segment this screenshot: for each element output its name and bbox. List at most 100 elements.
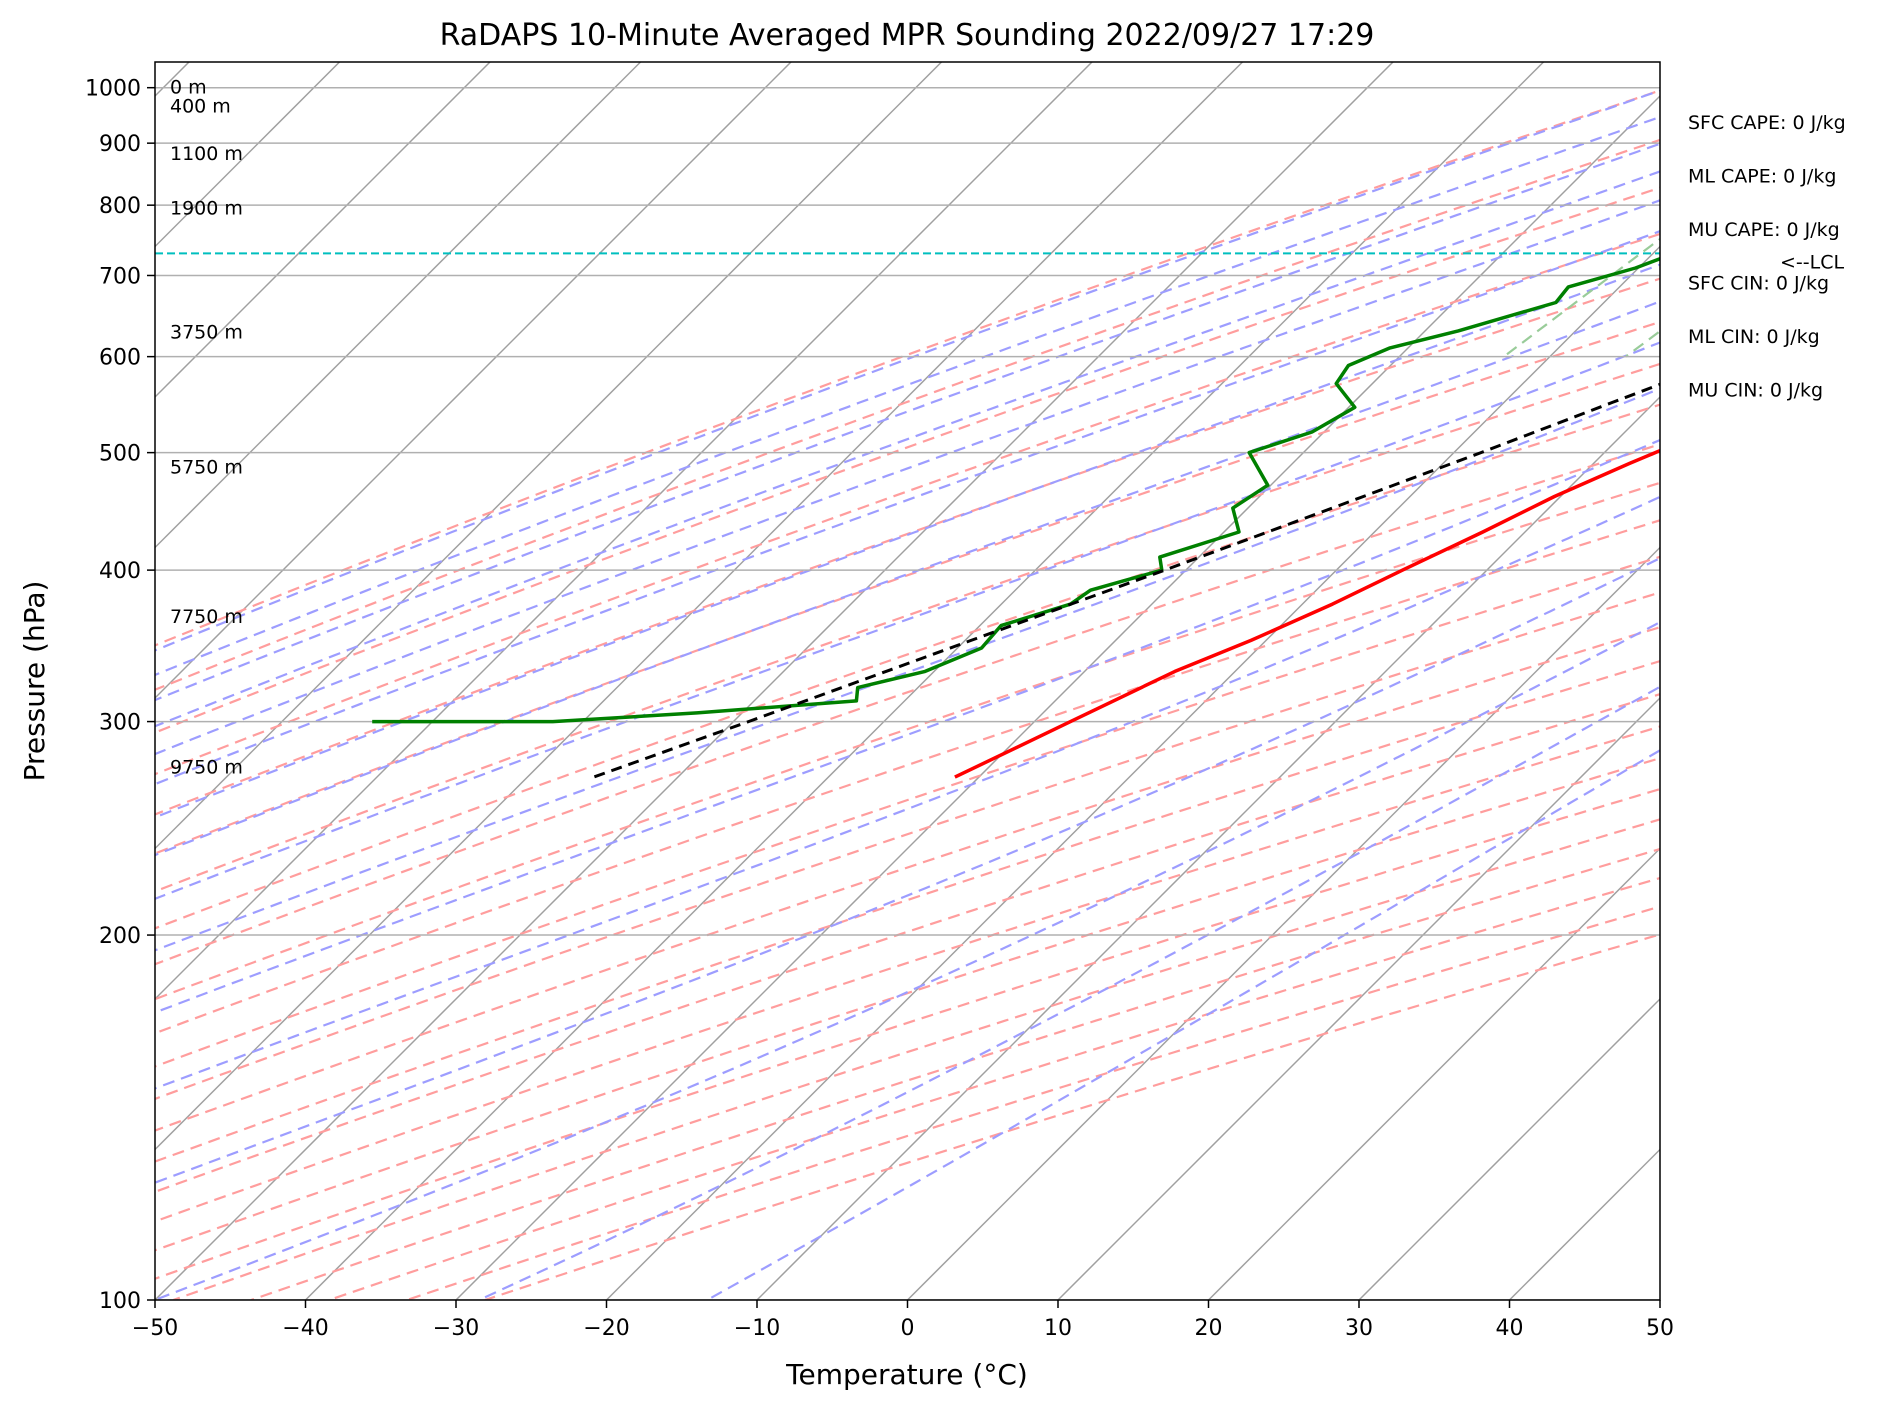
dry-adiabat-line — [172, 818, 1660, 1300]
stability-stats: SFC CAPE: 0 J/kg ML CAPE: 0 J/kg MU CAPE: … — [1688, 112, 1846, 402]
height-label: 7750 m — [170, 606, 243, 628]
dry-adiabat-line — [155, 481, 1660, 1001]
sounding-series — [372, 256, 1660, 779]
isotherm-line — [155, 62, 1394, 1300]
plot-frame — [154, 61, 1661, 1301]
temperature-profile-line — [954, 448, 1660, 779]
dry-adiabat-line — [155, 519, 1660, 1035]
stat-text: MU CIN: 0 J/kg — [1688, 380, 1823, 402]
x-tick-label: −30 — [433, 1316, 479, 1341]
moist-adiabat-line — [478, 685, 1660, 1300]
dry-adiabat-line — [155, 756, 1660, 1252]
y-tick-label: 600 — [99, 346, 141, 371]
dry-adiabat-line — [155, 320, 1660, 855]
isotherm-line — [155, 62, 1093, 1001]
x-axis-ticks: −50 −40 −30 −20 −10 0 10 20 30 40 50 — [132, 1300, 1674, 1341]
x-tick-label: 0 — [901, 1316, 915, 1341]
x-tick-label: 20 — [1195, 1316, 1223, 1341]
y-tick-label: 200 — [99, 924, 141, 949]
x-tick-label: 10 — [1044, 1316, 1072, 1341]
dry-adiabat-line — [484, 933, 1660, 1300]
x-tick-label: −10 — [734, 1316, 780, 1341]
moist-adiabat-line — [155, 263, 1660, 819]
isotherm-line — [304, 62, 1545, 1300]
dry-adiabat-line — [155, 362, 1660, 893]
isotherm-line — [155, 62, 943, 850]
y-tick-label: 900 — [99, 132, 141, 157]
isotherm-line — [1057, 696, 1660, 1300]
stat-text: ML CIN: 0 J/kg — [1688, 326, 1820, 348]
dry-adiabat-line — [155, 89, 1660, 647]
dry-adiabat-line — [155, 232, 1660, 776]
height-label: 400 m — [170, 95, 231, 117]
x-tick-label: −20 — [583, 1316, 629, 1341]
x-tick-label: 30 — [1345, 1316, 1373, 1341]
isotherm-line — [1508, 1148, 1660, 1300]
y-tick-label: 700 — [99, 264, 141, 289]
x-tick-label: −40 — [282, 1316, 328, 1341]
isotherm-line — [1811, 62, 1882, 1300]
moist-adiabat-line — [155, 230, 1660, 786]
moist-adiabat-line — [155, 300, 1660, 857]
dry-adiabat-line — [155, 443, 1660, 966]
height-label: 5750 m — [170, 457, 243, 479]
lcl-label: <--LCL — [1780, 251, 1844, 273]
isotherm-line — [1207, 847, 1660, 1300]
dry-adiabat-line — [155, 555, 1660, 1068]
isotherm-line — [155, 62, 792, 700]
moist-adiabat-line — [155, 142, 1660, 702]
isotherm-line — [455, 94, 1660, 1300]
stat-text: ML CAPE: 0 J/kg — [1688, 166, 1836, 188]
moist-adiabat-line — [155, 495, 1660, 1090]
height-labels: 9750 m 7750 m 5750 m 3750 m 1900 m 1100 m 400 … — [170, 77, 243, 779]
y-tick-label: 500 — [99, 442, 141, 467]
chart-title: RaDAPS 10-Minute Averaged MPR Sounding 2… — [440, 18, 1375, 53]
isotherm-line — [1358, 997, 1660, 1300]
isotherm-line — [906, 546, 1660, 1300]
mixing-ratio-line — [1625, 329, 1660, 358]
x-tick-label: −50 — [132, 1316, 178, 1341]
height-label: 3750 m — [170, 322, 243, 344]
y-axis-ticks: 100 200 300 400 500 600 700 800 900 1000 — [85, 77, 155, 1314]
height-label: 1100 m — [170, 143, 243, 165]
isotherm-line — [155, 62, 1244, 1151]
pressure-gridlines — [155, 86, 1660, 1300]
y-axis-label: Pressure (hPa) — [18, 581, 51, 782]
isotherm-line — [605, 245, 1660, 1300]
stat-text: SFC CAPE: 0 J/kg — [1688, 112, 1846, 134]
y-tick-label: 300 — [99, 711, 141, 736]
dewpoint-profile-line — [372, 256, 1660, 724]
isotherm-line — [1659, 1298, 1660, 1300]
moist-adiabat-line — [706, 749, 1660, 1300]
moist-adiabat-line — [155, 199, 1660, 756]
x-tick-label: 40 — [1496, 1316, 1524, 1341]
moist-adiabat-line — [155, 387, 1660, 952]
isotherm-line — [155, 62, 642, 549]
dry-adiabat-line — [250, 847, 1660, 1300]
reference-lines — [155, 62, 1882, 1300]
isotherm-line — [155, 62, 491, 399]
stat-text: MU CAPE: 0 J/kg — [1688, 219, 1840, 241]
height-label: 1900 m — [170, 197, 243, 219]
mixing-ratio-line — [1757, 62, 1882, 357]
mixing-ratio-line — [1869, 62, 1882, 357]
parcel-profile-line — [593, 382, 1660, 779]
stat-text: SFC CIN: 0 J/kg — [1688, 273, 1829, 295]
isotherm-line — [756, 395, 1660, 1300]
dry-adiabat-line — [155, 626, 1660, 1132]
dry-adiabat-line — [155, 787, 1660, 1280]
height-label: 9750 m — [170, 756, 243, 778]
moist-adiabat-line — [155, 341, 1660, 900]
moist-adiabat-line — [155, 556, 1660, 1184]
y-tick-label: 1000 — [85, 77, 141, 102]
mixing-ratio-line — [1503, 237, 1660, 358]
x-tick-label: 50 — [1646, 1316, 1674, 1341]
moist-adiabat-line — [155, 620, 1660, 1300]
y-tick-label: 400 — [99, 559, 141, 584]
x-axis-label: Temperature (°C) — [785, 1358, 1028, 1391]
dry-adiabat-line — [155, 277, 1660, 816]
y-tick-label: 800 — [99, 194, 141, 219]
y-tick-label: 100 — [99, 1289, 141, 1314]
dry-adiabat-line — [155, 693, 1660, 1193]
